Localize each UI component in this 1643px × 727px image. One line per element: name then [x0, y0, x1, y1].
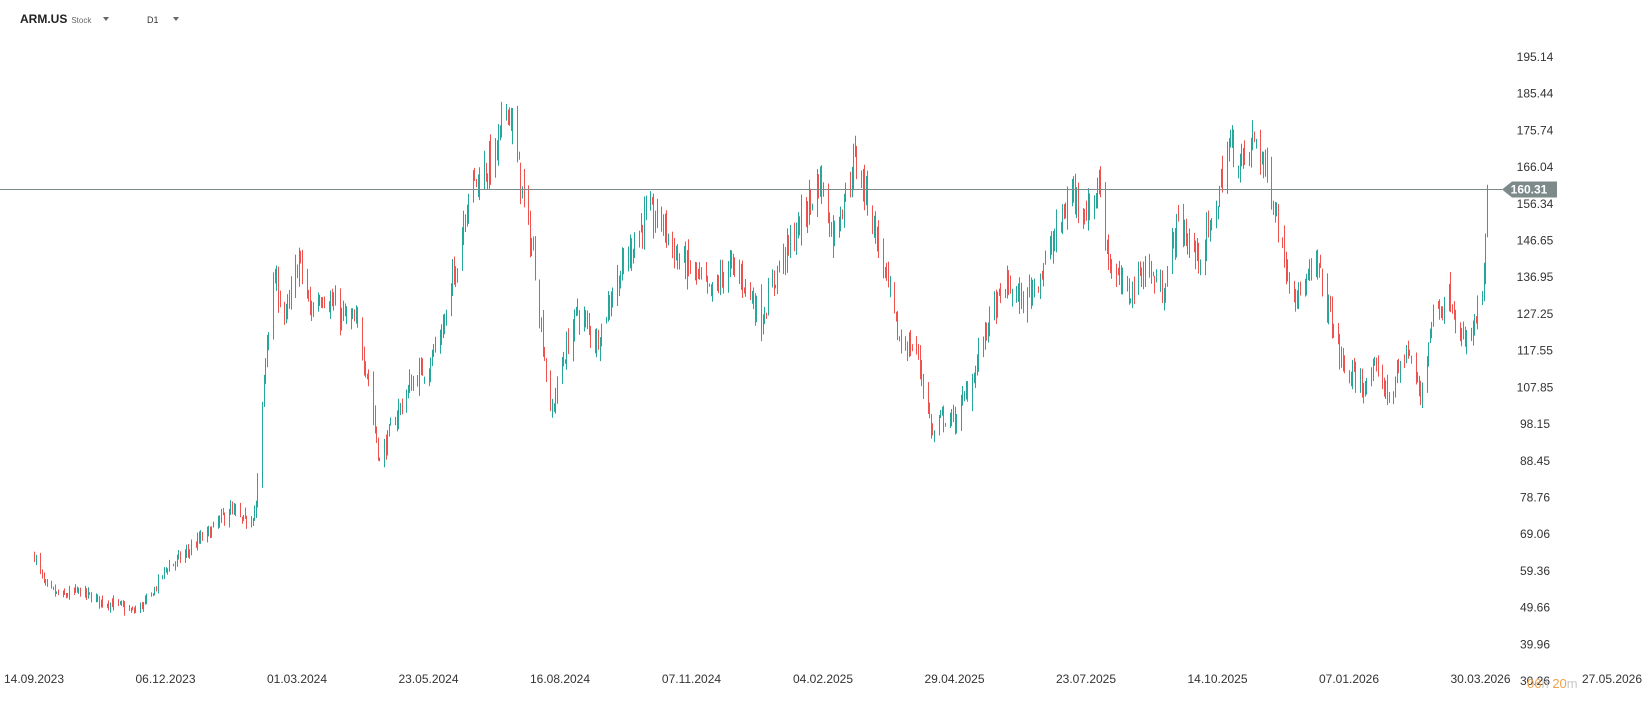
x-tick-label: 23.05.2024 — [398, 672, 458, 686]
x-tick-label: 23.07.2025 — [1056, 672, 1116, 686]
chevron-down-icon — [103, 17, 110, 21]
x-tick-label: 14.09.2023 — [4, 672, 64, 686]
y-tick-label: 195.14 — [1517, 50, 1554, 64]
x-tick-label: 14.10.2025 — [1187, 672, 1247, 686]
chart-toolbar: ARM.US Stock D1 — [0, 0, 1643, 38]
y-tick-label: 30.26 — [1520, 674, 1550, 688]
x-tick-label: 07.01.2026 — [1319, 672, 1379, 686]
y-tick-label: 127.25 — [1517, 307, 1554, 321]
y-tick-label: 166.04 — [1517, 160, 1554, 174]
y-tick-label: 49.66 — [1520, 601, 1550, 615]
x-tick-label: 16.08.2024 — [530, 672, 590, 686]
current-price-tag — [1502, 181, 1557, 198]
y-tick-label: 69.06 — [1520, 527, 1550, 541]
y-tick-label: 146.65 — [1517, 234, 1554, 248]
x-tick-label: 07.11.2024 — [662, 672, 721, 686]
y-tick-label: 117.55 — [1517, 344, 1553, 358]
y-tick-label: 107.85 — [1517, 380, 1554, 394]
y-tick-label: 175.74 — [1517, 123, 1554, 137]
symbol-name: ARM.US — [20, 12, 68, 26]
x-tick-label: 27.05.2026 — [1582, 672, 1642, 686]
y-tick-label: 39.96 — [1520, 637, 1550, 651]
y-tick-label: 136.95 — [1517, 270, 1554, 284]
y-tick-label: 88.45 — [1520, 454, 1550, 468]
x-tick-label: 01.03.2024 — [267, 672, 327, 686]
x-tick-label: 30.03.2026 — [1450, 672, 1510, 686]
symbol-selector[interactable]: ARM.US Stock — [20, 12, 110, 26]
chevron-down-icon — [172, 17, 179, 21]
countdown-hours-unit: h — [1541, 676, 1549, 691]
candle-countdown: 06h 20m — [1527, 676, 1578, 691]
symbol-type: Stock — [71, 16, 92, 25]
x-tick-label: 04.02.2025 — [793, 672, 853, 686]
y-tick-label: 185.44 — [1517, 87, 1554, 101]
y-tick-label: 98.15 — [1520, 417, 1550, 431]
countdown-hours: 06 — [1527, 676, 1542, 691]
current-price-label: 160.31 — [1511, 183, 1548, 197]
x-tick-label: 06.12.2023 — [135, 672, 195, 686]
y-tick-label: 59.36 — [1520, 564, 1550, 578]
y-tick-label: 78.76 — [1520, 490, 1550, 504]
y-tick-label: 156.34 — [1517, 197, 1554, 211]
interval-label: D1 — [147, 15, 159, 25]
x-tick-label: 29.04.2025 — [924, 672, 984, 686]
interval-selector[interactable]: D1 — [147, 15, 179, 25]
countdown-minutes: 20 — [1552, 676, 1567, 691]
countdown-minutes-unit: m — [1566, 676, 1578, 691]
